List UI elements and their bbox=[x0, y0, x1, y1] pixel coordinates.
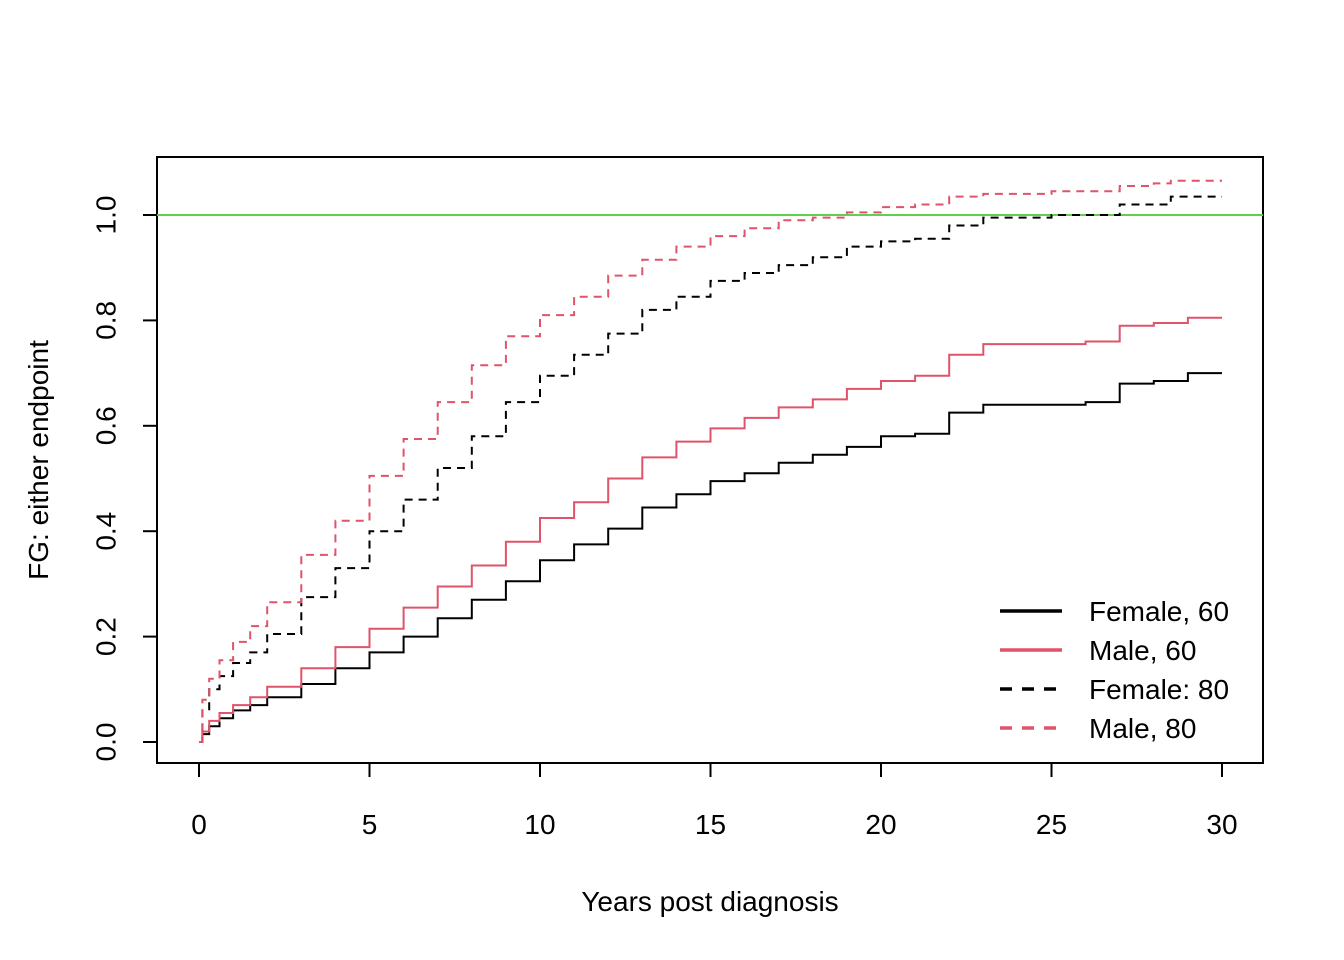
x-tick-label: 0 bbox=[191, 809, 207, 840]
series-line-4 bbox=[199, 179, 1222, 743]
x-axis-label: Years post diagnosis bbox=[581, 886, 838, 917]
series-lines bbox=[199, 179, 1222, 743]
y-tick-label: 1.0 bbox=[90, 196, 121, 235]
x-tick-label: 30 bbox=[1206, 809, 1237, 840]
legend-label: Male, 60 bbox=[1089, 635, 1196, 666]
y-tick-label: 0.6 bbox=[90, 406, 121, 445]
series-line-1 bbox=[199, 372, 1222, 743]
legend-label: Male, 80 bbox=[1089, 713, 1196, 744]
x-tick-label: 20 bbox=[865, 809, 896, 840]
y-tick-label: 0.8 bbox=[90, 301, 121, 340]
x-axis: 0 5 10 15 20 25 30 bbox=[191, 762, 1238, 840]
x-tick-label: 5 bbox=[362, 809, 378, 840]
x-tick-label: 10 bbox=[524, 809, 555, 840]
legend-label: Female: 80 bbox=[1089, 674, 1229, 705]
legend: Female, 60 Male, 60 Female: 80 Male, 80 bbox=[1000, 596, 1229, 744]
y-tick-label: 0.0 bbox=[90, 723, 121, 762]
series-line-2 bbox=[199, 316, 1222, 743]
y-axis-label: FG: either endpoint bbox=[23, 340, 54, 580]
y-tick-label: 0.2 bbox=[90, 617, 121, 656]
series-line-3 bbox=[199, 195, 1222, 743]
x-tick-label: 25 bbox=[1036, 809, 1067, 840]
plot-frame bbox=[156, 156, 1264, 764]
x-tick-label: 15 bbox=[695, 809, 726, 840]
legend-label: Female, 60 bbox=[1089, 596, 1229, 627]
y-axis: 0.0 0.2 0.4 0.6 0.8 1.0 bbox=[90, 196, 158, 762]
y-tick-label: 0.4 bbox=[90, 512, 121, 551]
